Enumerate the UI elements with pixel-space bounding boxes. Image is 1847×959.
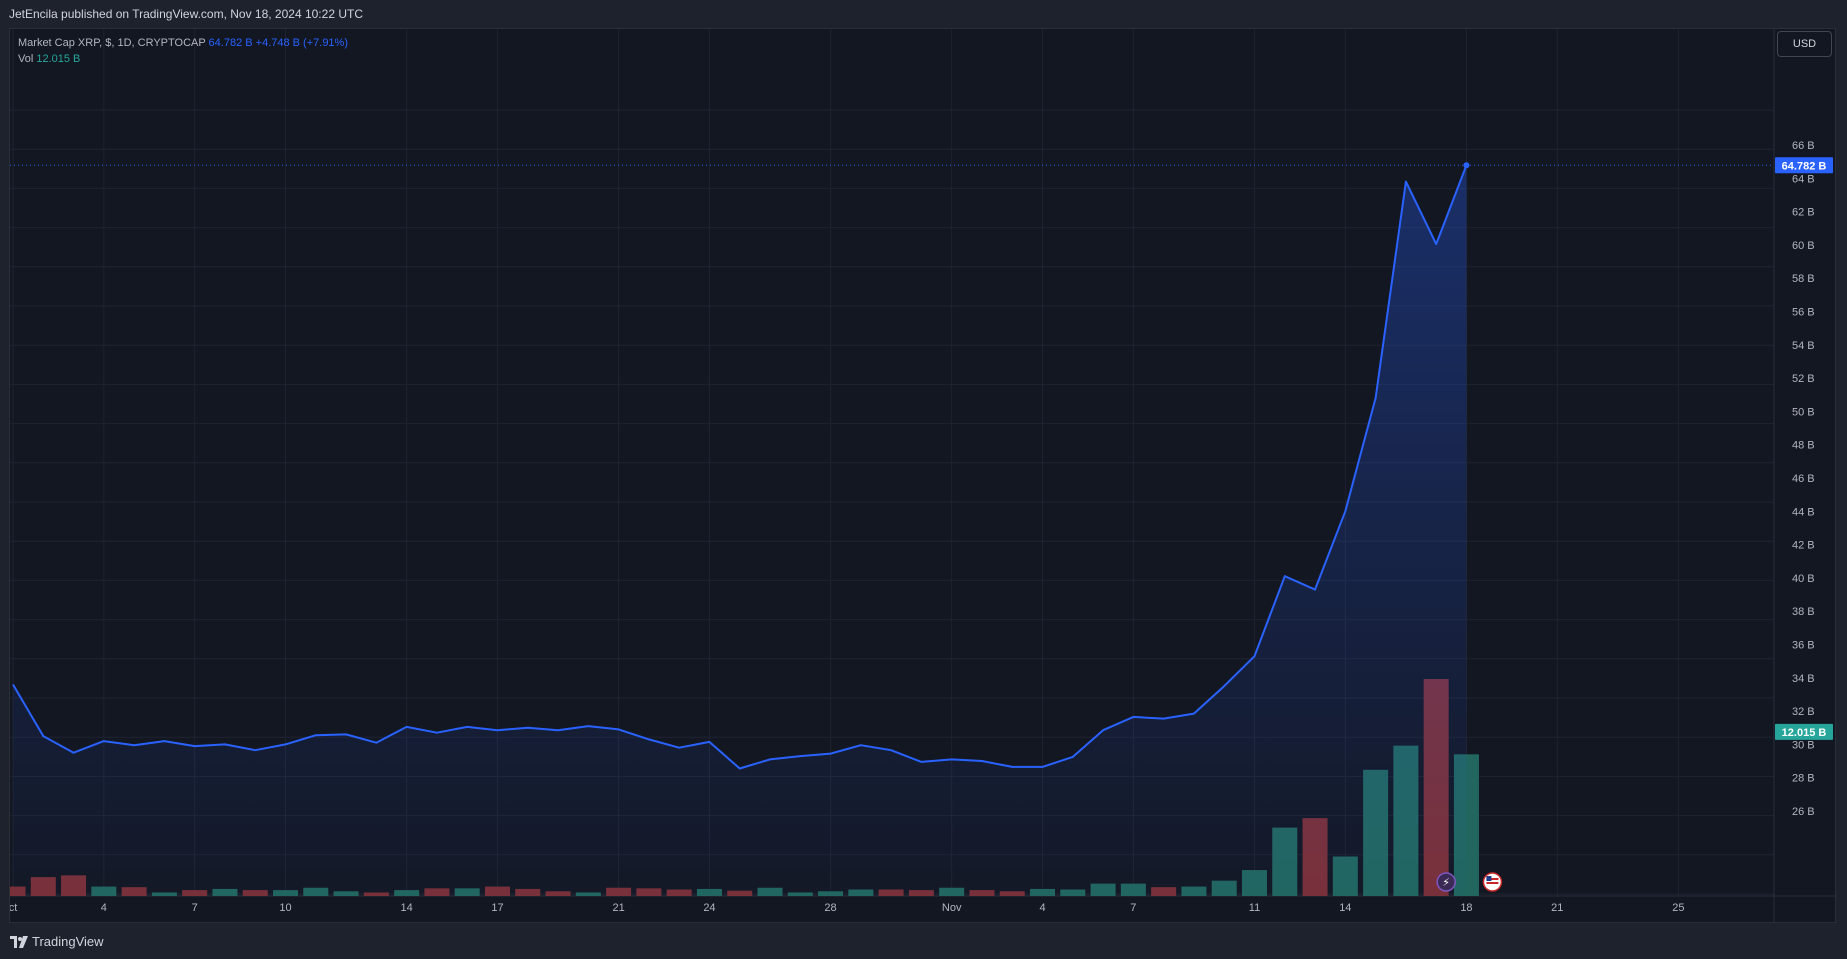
price-tick-label: 38 B [1792,606,1815,618]
publish-header: JetEncila published on TradingView.com, … [0,0,1847,28]
time-tick-label: 14 [1339,902,1351,914]
tradingview-logo[interactable]: TradingView [10,934,104,949]
time-tick-label: 25 [1672,902,1684,914]
lightning-icon: ⚡ [1442,876,1450,889]
time-tick-label: 4 [101,902,107,914]
time-tick-label: 14 [401,902,413,914]
time-tick-label: 11 [1249,902,1260,914]
currency-button[interactable]: USD [1777,31,1832,57]
volume-label[interactable]: Vol [18,53,34,65]
price-tick-label: 36 B [1792,640,1815,652]
flag-stripe [1486,878,1499,880]
time-tick-label: 7 [1130,902,1136,914]
price-tick-label: 28 B [1792,773,1815,785]
price-tick-label: 50 B [1792,406,1815,418]
price-tick-label: 40 B [1792,573,1815,585]
time-tick-label: 21 [612,902,624,914]
footer-bar [0,923,1847,959]
price-area [10,162,1774,897]
price-tick-label: 62 B [1792,207,1815,219]
time-tick-label: 18 [1460,902,1472,914]
price-tick-label: 56 B [1792,307,1815,319]
publisher-caption: JetEncila published on TradingView.com, … [9,7,363,21]
earnings-event-icon [1436,872,1456,892]
last-value: 64.782 B [208,37,253,49]
event-markers: ⚡ [1436,872,1503,892]
time-tick-label: ct [10,902,17,914]
chart-legend: Market Cap XRP, $, 1D, CRYPTOCAP 64.782 … [18,35,348,67]
price-line [12,164,1468,770]
price-tick-label: 54 B [1792,340,1815,352]
price-tick-label: 60 B [1792,240,1815,252]
last-volume-tag: 12.015 B [1782,727,1827,739]
last-price-dot [1463,162,1470,169]
price-tick-label: 42 B [1792,540,1815,552]
time-tick-label: 28 [824,902,836,914]
chart-pane[interactable]: 66 B 64 B 62 B 60 B 58 B 56 B 54 B 52 B 50 B 48 B… [9,28,1837,924]
brand-label: TradingView [32,934,104,949]
time-tick-label: 10 [279,902,291,914]
volume-value: 12.015 B [36,53,81,65]
flag-stripe [1486,882,1499,884]
flag-canton [1486,876,1492,881]
price-tick-label: 52 B [1792,373,1815,385]
price-tick-label: 48 B [1792,440,1815,452]
time-tick-label: Nov [942,902,962,914]
price-tick-label: 32 B [1792,706,1815,718]
tradingview-icon [10,935,28,948]
time-tick-label: 21 [1551,902,1563,914]
last-price-tag-bg [1775,157,1833,174]
time-tick-label: 17 [491,902,503,914]
price-tick-label: 30 B [1792,739,1815,751]
price-tick-label: 34 B [1792,673,1815,685]
time-tick-label: 24 [703,902,715,914]
time-tick-label: 7 [192,902,198,914]
price-axis: 66 B 64 B 62 B 60 B 58 B 56 B 54 B 52 B 50 B 48 B… [1792,140,1815,818]
price-chart-svg[interactable]: 66 B 64 B 62 B 60 B 58 B 56 B 54 B 52 B 50 B 48 B… [10,29,1837,924]
change-value: +4.748 B (+7.91%) [255,37,348,49]
price-tick-label: 44 B [1792,506,1815,518]
time-axis: ct 4 7 10 14 17 21 24 28 Nov 4 7 11 14 18 21 25 [10,902,1685,914]
price-area-fill [13,165,1467,897]
symbol-title[interactable]: Market Cap XRP, $, 1D, CRYPTOCAP [18,37,206,49]
axis-tags: 64.782 B 12.015 B [1775,157,1833,740]
price-tick-label: 58 B [1792,273,1815,285]
price-tick-label: 66 B [1792,140,1815,152]
last-price-tag: 64.782 B [1782,160,1827,172]
time-tick-label: 4 [1039,902,1045,914]
price-tick-label: 46 B [1792,473,1815,485]
last-volume-tag-bg [1775,723,1833,740]
price-tick-label: 26 B [1792,806,1815,818]
price-tick-label: 64 B [1792,173,1815,185]
